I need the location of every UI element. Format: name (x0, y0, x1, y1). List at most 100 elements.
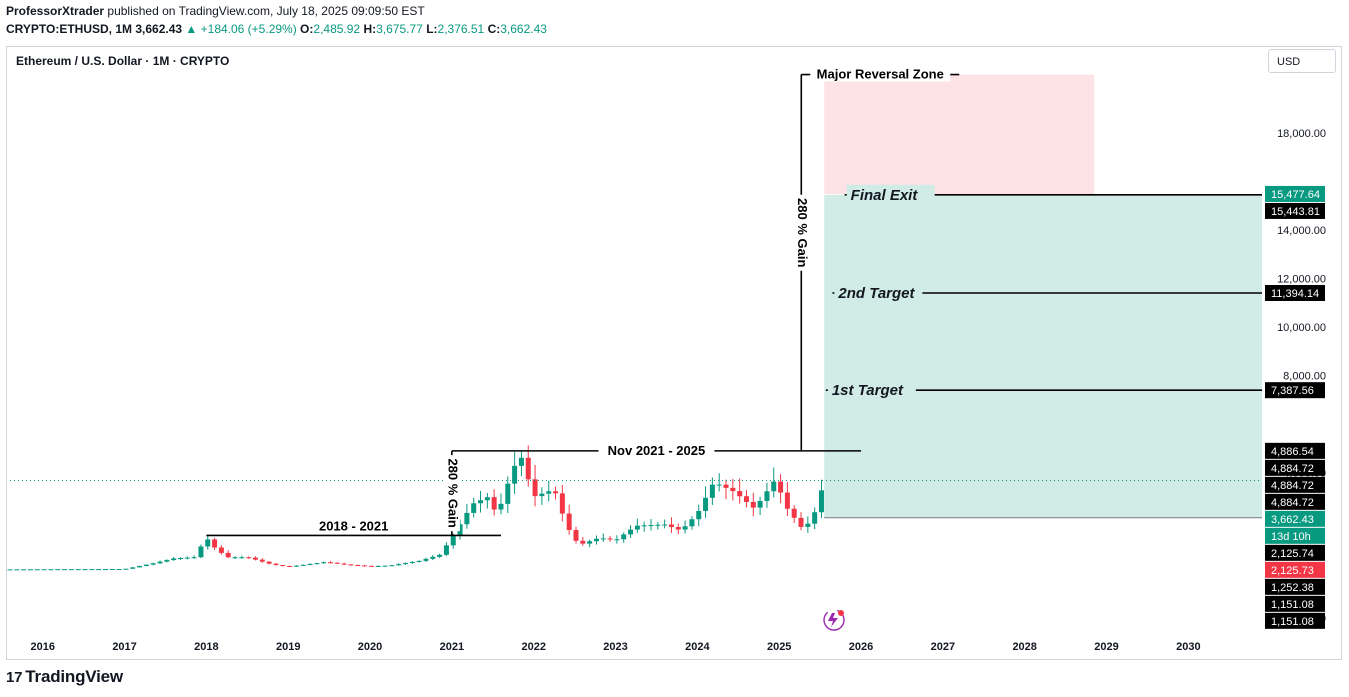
candle-body (730, 487, 736, 492)
price-axis-label: 11,394.14 (1271, 288, 1319, 300)
target-2-label: 2nd Target (837, 285, 915, 302)
publish-date: published on TradingView.com, July 18, 2… (107, 4, 425, 18)
candle-body (130, 567, 136, 569)
price-axis-label-bg (1265, 476, 1325, 493)
target-2-label-bg (834, 282, 923, 301)
price-axis-label-bg (1265, 578, 1325, 595)
candle-body (314, 563, 320, 565)
tradingview-logo[interactable]: 17 TradingView (6, 667, 123, 687)
candle-body (409, 561, 415, 564)
target-1-label-bg (827, 380, 916, 399)
candle-body (491, 497, 497, 510)
price-axis-label-bg (1265, 510, 1325, 527)
candle-body (239, 557, 245, 559)
candle-body (102, 569, 108, 571)
candle-body (198, 546, 204, 558)
candle-body (68, 569, 74, 571)
candle-body (123, 568, 129, 570)
candle-body (553, 491, 559, 494)
candle-body (21, 569, 27, 571)
candle-body (225, 552, 231, 558)
currency-selector[interactable]: USD (1268, 49, 1336, 73)
close-value: 3,662.43 (500, 22, 547, 36)
candle-body (778, 481, 784, 493)
candle-body (27, 569, 33, 571)
candle-body (655, 524, 661, 526)
candle-body (600, 538, 606, 540)
candle-body (375, 565, 381, 567)
candle-body (382, 565, 388, 567)
candle-body (566, 513, 572, 531)
x-tick-label: 2022 (521, 641, 545, 653)
candle-body (573, 530, 579, 541)
candle-body (143, 564, 149, 567)
price-axis-label: 1,252.38 (1271, 582, 1314, 594)
candle-body (532, 479, 538, 497)
candle-body (607, 538, 613, 540)
x-tick-label: 2029 (1094, 641, 1118, 653)
x-tick-label: 2024 (685, 641, 710, 653)
symbol-label[interactable]: CRYPTO:ETHUSD, 1M (6, 22, 133, 36)
x-tick-label: 2016 (30, 641, 54, 653)
candle-body (232, 557, 238, 559)
candle-body (737, 491, 743, 497)
x-tick-label: 2023 (603, 641, 627, 653)
candle-body (668, 524, 674, 528)
candle-body (191, 557, 197, 559)
price-axis-label: 15,477.64 (1271, 189, 1320, 201)
price-axis-label: 13d 10h (1271, 531, 1311, 543)
candle-body (437, 554, 443, 557)
range-2018-2021-label: 2018 - 2021 (319, 518, 388, 533)
x-tick-label: 2025 (767, 641, 791, 653)
candle-body (512, 465, 518, 484)
gain-2-label: 280 % Gain (795, 198, 810, 267)
candle-body (252, 557, 258, 560)
reversal-zone-label: Major Reversal Zone (817, 67, 944, 82)
candle-body (171, 558, 177, 561)
candle-body (287, 565, 293, 567)
candle-body (423, 558, 429, 561)
candle-body (273, 563, 279, 566)
candle-body (539, 493, 545, 497)
candle-body (764, 491, 770, 501)
price-axis-label-bg (1265, 544, 1325, 561)
candle-body (96, 569, 102, 571)
candle-body (716, 484, 722, 486)
chart-title: Ethereum / U.S. Dollar · 1M · CRYPTO (16, 54, 230, 68)
candle-body (403, 563, 409, 565)
candle-body (641, 525, 647, 527)
candle-body (300, 564, 306, 566)
reversal-zone[interactable] (824, 74, 1095, 194)
price-axis-label-bg (1265, 612, 1325, 629)
candle-body (150, 563, 156, 565)
final-exit-label: Final Exit (851, 187, 919, 204)
author-name[interactable]: ProfessorXtrader (6, 4, 105, 18)
target-zone[interactable] (824, 194, 1262, 518)
candle-body (75, 569, 81, 571)
candle-body (48, 569, 54, 571)
candle-body (280, 565, 286, 567)
range-nov2021-2025-label-bg (598, 441, 715, 458)
x-tick-label: 2030 (1176, 641, 1200, 653)
price-axis-label: 2,125.73 (1271, 565, 1314, 577)
candle-body (218, 547, 224, 553)
candle-body (703, 497, 709, 511)
ai-sparkle-icon[interactable] (823, 609, 845, 631)
candle-body (750, 501, 756, 508)
candle-body (818, 490, 824, 513)
candle-body (430, 556, 436, 559)
price-axis-label-bg (1265, 527, 1325, 544)
range-nov2021-2025-label: Nov 2021 - 2025 (608, 443, 706, 458)
candle-body (184, 557, 190, 559)
price-axis-label-bg (1265, 561, 1325, 578)
price-axis-label: 1,151.08 (1271, 599, 1314, 611)
candle-body (791, 508, 797, 518)
chart-frame (6, 46, 1342, 660)
candle-body (341, 563, 347, 565)
price-change: ▲ +184.06 (+5.29%) (185, 22, 297, 36)
x-tick-label: 2020 (358, 641, 382, 653)
price-axis-label: 7,387.56 (1271, 385, 1314, 397)
price-axis-label-bg (1265, 382, 1325, 399)
high-label: H: (363, 22, 377, 36)
